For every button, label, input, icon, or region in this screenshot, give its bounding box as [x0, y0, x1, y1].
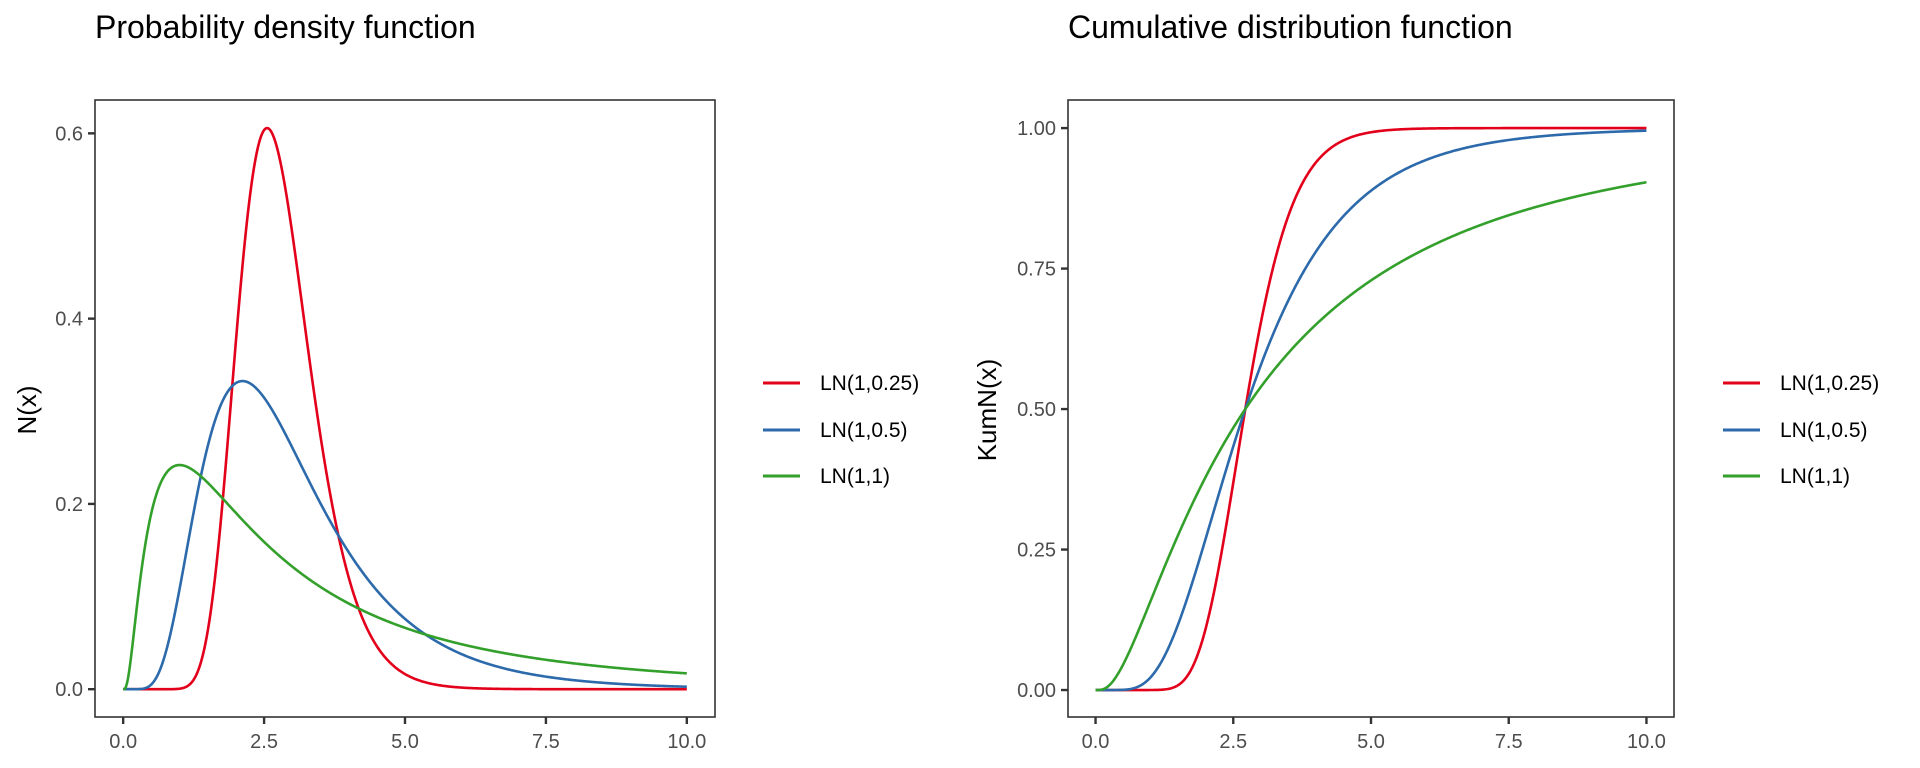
pdf-panel-border	[94, 99, 716, 718]
cdf-x-tick-label: 7.5	[1495, 731, 1523, 753]
pdf-y-tick-label: 0.6	[55, 123, 83, 145]
pdf-series-line-1	[122, 379, 688, 691]
pdf-chart: Probability density function N(x) 0.0 2.5…	[12, 9, 919, 753]
cdf-x-tick-label: 5.0	[1357, 731, 1385, 753]
cdf-y-tick-label: 0.75	[1017, 259, 1056, 281]
cdf-x-tick-label: 0.0	[1082, 731, 1110, 753]
cdf-y-axis-title: KumN(x)	[972, 359, 1002, 462]
pdf-series-line-0	[122, 126, 688, 691]
pdf-y-tick-label: 0.2	[55, 494, 83, 516]
cdf-series-line-1	[1095, 129, 1647, 692]
cdf-chart: Cumulative distribution function KumN(x)…	[972, 9, 1879, 753]
cdf-y-tick-label: 0.00	[1017, 680, 1056, 702]
pdf-legend: LN(1,0.25) LN(1,0.5) LN(1,1)	[763, 372, 919, 488]
cdf-axes: 0.0 2.5 5.0 7.5 10.0 0.00 0.25 0.50 0.75 1.00	[1017, 118, 1666, 753]
cdf-legend-label-0: LN(1,0.25)	[1780, 372, 1879, 395]
pdf-y-tick-label: 0.4	[55, 309, 83, 331]
pdf-legend-item-0: LN(1,0.25)	[763, 372, 919, 395]
pdf-curves	[122, 126, 688, 691]
pdf-legend-label-0: LN(1,0.25)	[820, 372, 919, 395]
cdf-x-tick-label: 10.0	[1627, 731, 1666, 753]
cdf-legend-item-1: LN(1,0.5)	[1723, 419, 1868, 442]
cdf-x-tick-label: 2.5	[1219, 731, 1247, 753]
pdf-series-line-2	[122, 463, 688, 691]
cdf-y-tick-label: 0.50	[1017, 399, 1056, 421]
cdf-legend-item-0: LN(1,0.25)	[1723, 372, 1879, 395]
cdf-legend-item-2: LN(1,1)	[1723, 465, 1850, 488]
cdf-panel-border	[1067, 99, 1675, 718]
pdf-x-tick-label: 5.0	[391, 731, 419, 753]
pdf-axes: 0.0 2.5 5.0 7.5 10.0 0.0 0.2 0.4 0.6	[55, 123, 706, 753]
pdf-x-tick-label: 10.0	[667, 731, 706, 753]
pdf-chart-title: Probability density function	[95, 9, 476, 45]
pdf-x-tick-label: 2.5	[250, 731, 278, 753]
pdf-legend-label-1: LN(1,0.5)	[820, 419, 908, 442]
pdf-y-axis-title: N(x)	[12, 385, 42, 434]
cdf-series-line-0	[1095, 126, 1647, 692]
cdf-legend-label-2: LN(1,1)	[1780, 465, 1850, 488]
pdf-x-tick-label: 7.5	[532, 731, 560, 753]
cdf-y-tick-label: 1.00	[1017, 118, 1056, 140]
pdf-legend-item-2: LN(1,1)	[763, 465, 890, 488]
cdf-y-tick-label: 0.25	[1017, 540, 1056, 562]
cdf-curves	[1095, 126, 1647, 692]
pdf-y-tick-label: 0.0	[55, 679, 83, 701]
cdf-legend: LN(1,0.25) LN(1,0.5) LN(1,1)	[1723, 372, 1879, 488]
pdf-legend-label-2: LN(1,1)	[820, 465, 890, 488]
pdf-x-tick-label: 0.0	[109, 731, 137, 753]
cdf-legend-label-1: LN(1,0.5)	[1780, 419, 1868, 442]
pdf-legend-item-1: LN(1,0.5)	[763, 419, 908, 442]
cdf-series-line-2	[1095, 180, 1647, 692]
cdf-chart-title: Cumulative distribution function	[1068, 9, 1513, 45]
